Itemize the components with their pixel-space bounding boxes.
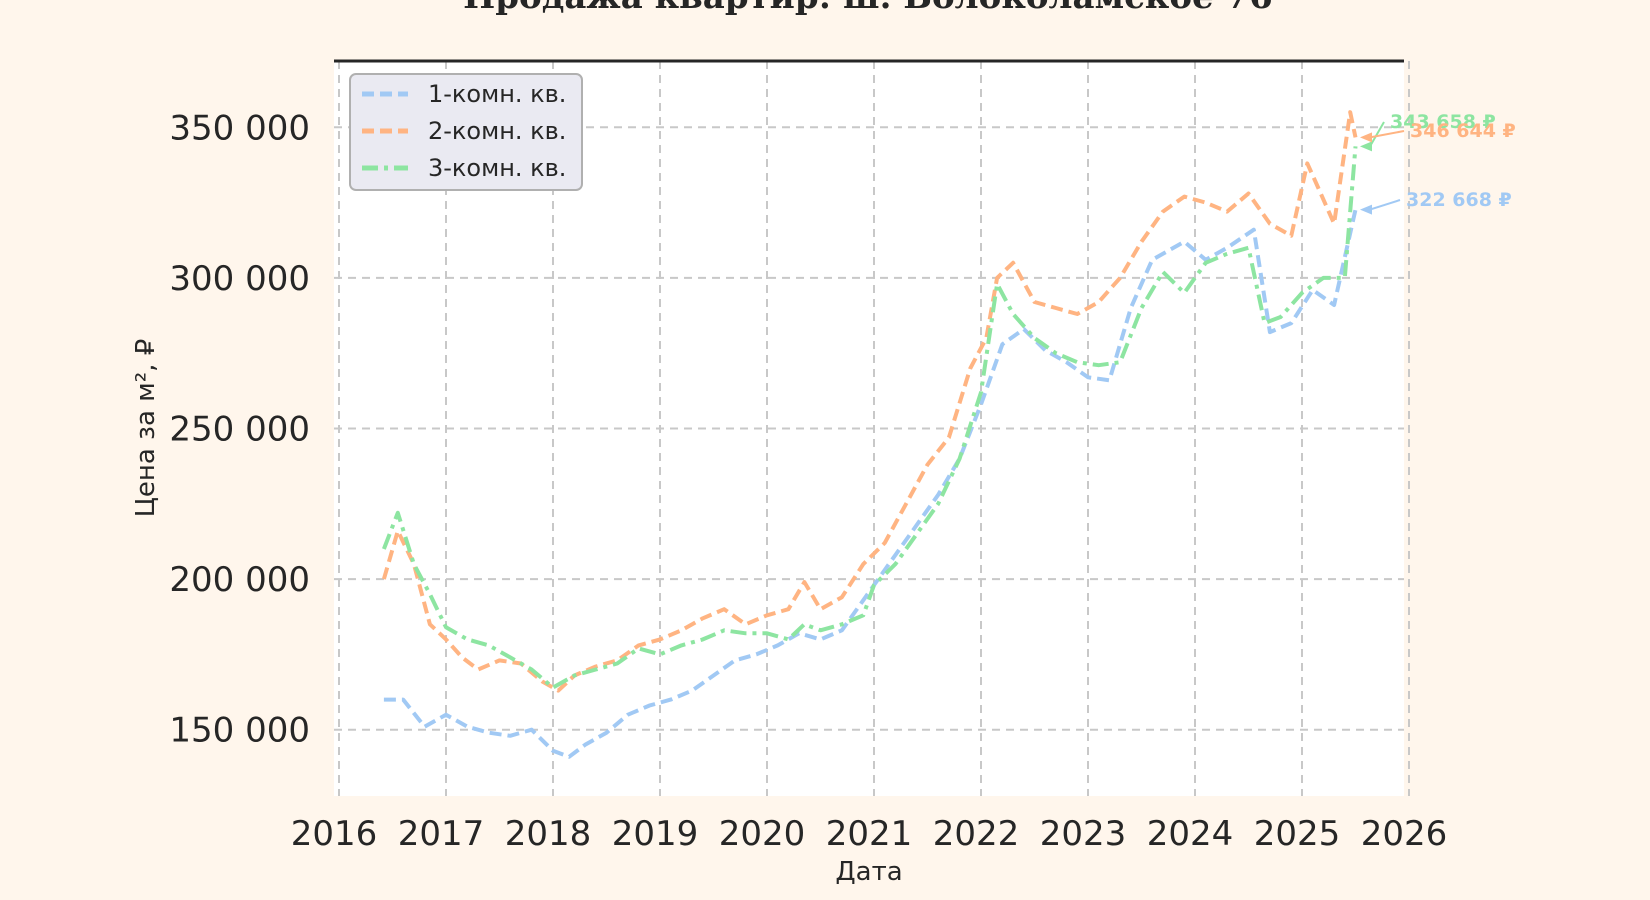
series-line-1 xyxy=(383,209,1358,759)
grid xyxy=(334,61,1410,796)
series-line-3 xyxy=(382,146,1358,690)
annotation-arrowhead xyxy=(1360,132,1372,143)
legend-label: 1-комн. кв. xyxy=(428,80,566,108)
x-tick-label: 2018 xyxy=(505,814,592,854)
x-tick-label: 2025 xyxy=(1254,814,1341,854)
annotation-arrow xyxy=(1369,130,1405,139)
annotation-label: 346 644 ₽ xyxy=(1410,120,1516,142)
y-tick-label: 150 000 xyxy=(169,711,310,751)
legend-box xyxy=(349,73,583,191)
x-axis-label: Дата xyxy=(835,857,902,887)
legend: 1-комн. кв. 2-комн. кв. 3-комн. кв. xyxy=(349,73,583,191)
y-axis-label: Цена за м², ₽ xyxy=(131,339,161,518)
annotation-label: 322 668 ₽ xyxy=(1406,189,1512,211)
y-ticks: 150 000 200 000 250 000 300 000 350 000 xyxy=(169,108,310,750)
legend-label: 3-комн. кв. xyxy=(428,154,566,182)
annotation-arrowhead xyxy=(1360,204,1372,215)
chart-title: Продажа квартир: ш. Волоколамское 76 xyxy=(463,0,1273,17)
x-tick-label: 2024 xyxy=(1147,814,1234,854)
x-tick-label: 2022 xyxy=(933,814,1020,854)
x-tick-label: 2021 xyxy=(826,814,913,854)
legend-label: 2-комн. кв. xyxy=(428,117,566,145)
x-tick-label: 2019 xyxy=(612,814,699,854)
y-tick-label: 300 000 xyxy=(169,259,310,299)
series-line-2 xyxy=(381,110,1358,693)
y-tick-label: 200 000 xyxy=(169,560,310,600)
annotations: 343 658 ₽346 644 ₽ 322 668 ₽ xyxy=(1360,111,1516,215)
x-tick-label: 2023 xyxy=(1040,814,1127,854)
x-tick-label: 2026 xyxy=(1361,814,1448,854)
series-lines xyxy=(381,110,1358,759)
x-tick-label: 2016 xyxy=(291,814,378,854)
y-tick-label: 250 000 xyxy=(169,410,310,450)
x-ticks: 2016 2017 2018 2019 2020 2021 2022 2023 2024 2025… xyxy=(291,814,1448,854)
x-tick-label: 2017 xyxy=(398,814,485,854)
x-tick-label: 2020 xyxy=(719,814,806,854)
annotation-arrow xyxy=(1369,199,1401,211)
annotation-label: 343 658 ₽ xyxy=(1390,111,1496,133)
annotation-arrowhead xyxy=(1360,141,1372,152)
annotation-arrow xyxy=(1369,121,1385,147)
y-tick-label: 350 000 xyxy=(169,108,310,148)
